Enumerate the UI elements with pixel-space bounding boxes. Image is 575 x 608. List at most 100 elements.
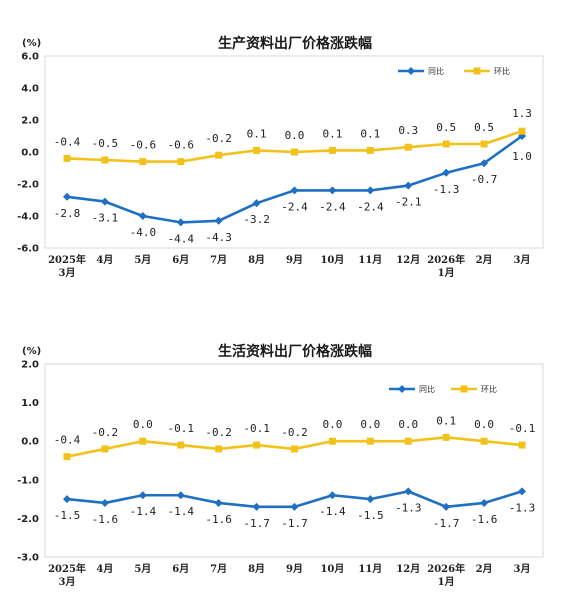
data-point-yoy (100, 498, 109, 507)
chart-title: 生产资料出厂价格涨跌幅 (218, 35, 372, 52)
data-label-yoy: -1.4 (319, 505, 346, 518)
data-label-mom: 0.1 (436, 414, 456, 427)
data-label-mom: 0.0 (474, 418, 494, 431)
data-point-mom (404, 437, 412, 445)
x-tick-label: 3月 (514, 254, 531, 266)
data-label-mom: 1.3 (512, 107, 532, 120)
data-label-yoy: -1.6 (92, 513, 119, 526)
x-tick-label: 3月 (514, 563, 531, 575)
data-label-mom: -0.1 (243, 422, 270, 435)
legend-label-mom: 环比 (481, 384, 497, 394)
data-label-yoy: -1.4 (130, 505, 157, 518)
data-label-mom: -0.6 (168, 139, 195, 152)
x-tick-label: 10月 (320, 563, 344, 575)
legend-marker-yoy (407, 67, 415, 75)
data-point-yoy (290, 186, 299, 195)
data-point-yoy (404, 181, 413, 190)
data-label-mom: -0.1 (509, 422, 536, 435)
data-label-yoy: -1.6 (205, 513, 232, 526)
data-point-mom (518, 127, 526, 135)
data-label-yoy: -4.3 (205, 231, 232, 244)
data-label-yoy: -1.4 (168, 505, 195, 518)
data-label-mom: 0.5 (474, 121, 494, 134)
data-point-yoy (100, 197, 109, 206)
y-unit-label: (%) (22, 346, 41, 357)
y-tick-label: -4.0 (17, 212, 39, 223)
legend: 同比 环比 (398, 66, 510, 76)
x-tick-label: 4月 (96, 254, 113, 266)
legend-marker-mom (460, 385, 468, 393)
data-point-mom (366, 437, 374, 445)
data-point-yoy (442, 502, 451, 511)
data-point-mom (404, 143, 412, 151)
y-tick-label: 6.0 (21, 52, 39, 63)
legend-marker-yoy (398, 385, 406, 393)
x-tick-label: 2025年 3月 (48, 253, 86, 279)
data-point-mom (63, 453, 71, 461)
data-label-mom: 0.1 (360, 127, 380, 140)
x-tick-label: 2025年 3月 (48, 562, 86, 588)
y-unit-label: (%) (22, 38, 41, 49)
data-point-mom (480, 140, 488, 148)
data-point-mom (291, 445, 298, 453)
x-tick-label: 2026年 1月 (427, 562, 465, 588)
y-tick-label: -6.0 (17, 244, 39, 255)
data-label-yoy: -1.5 (54, 509, 81, 522)
y-tick-label: -2.0 (17, 514, 39, 525)
x-tick-label: 8月 (248, 254, 265, 266)
data-label-mom: 0.3 (398, 124, 418, 137)
data-label-yoy: -3.1 (92, 212, 119, 225)
data-point-yoy (328, 186, 337, 195)
data-label-yoy: -1.3 (395, 501, 422, 514)
x-tick-label: 7月 (210, 254, 227, 266)
data-point-yoy (518, 487, 526, 496)
data-label-yoy: -1.3 (509, 501, 536, 514)
data-point-mom (215, 445, 223, 453)
data-point-mom (101, 156, 109, 164)
data-point-mom (328, 146, 336, 154)
data-point-mom (101, 445, 109, 453)
data-label-yoy: -2.4 (281, 200, 308, 213)
data-label-yoy: -1.7 (433, 517, 460, 530)
data-point-mom (215, 151, 223, 159)
data-point-yoy (176, 491, 185, 500)
data-label-mom: -0.4 (54, 434, 81, 447)
chart-consumer-goods-svg: 生活资料出厂价格涨跌幅 (%) 2.0 1.0 0.0 -1.0 -2.0 -3.0 202… (17, 343, 544, 588)
data-label-yoy: -1.7 (243, 517, 270, 530)
data-point-mom (139, 437, 147, 445)
data-point-mom (480, 437, 488, 445)
data-point-yoy (138, 491, 147, 500)
x-tick-label: 12月 (396, 563, 420, 575)
data-point-mom (328, 437, 336, 445)
data-point-yoy (252, 502, 261, 511)
data-label-yoy: -1.5 (357, 509, 384, 522)
x-tick-label: 9月 (286, 563, 303, 575)
x-tick-label: 11月 (358, 254, 382, 266)
data-label-mom: -0.5 (92, 137, 119, 150)
data-point-yoy (252, 199, 261, 208)
data-label-yoy: -1.6 (471, 513, 498, 526)
data-label-mom: -0.2 (281, 426, 308, 439)
data-label-mom: -0.2 (205, 132, 232, 145)
x-tick-label: 7月 (210, 563, 227, 575)
y-tick-label: 2.0 (21, 360, 39, 371)
data-point-yoy (214, 216, 223, 225)
y-tick-label: 0.0 (21, 437, 39, 448)
data-point-yoy (328, 491, 337, 500)
y-tick-label: 0.0 (21, 148, 39, 159)
data-point-yoy (366, 186, 375, 195)
data-label-yoy: -4.0 (130, 226, 157, 239)
x-tick-label: 9月 (286, 254, 303, 266)
y-tick-label: 4.0 (21, 84, 39, 95)
data-point-mom (291, 148, 298, 156)
data-point-mom (442, 140, 450, 148)
x-tick-label: 8月 (248, 563, 265, 575)
y-tick-label: -2.0 (17, 180, 39, 191)
x-tick-label: 10月 (320, 254, 344, 266)
data-point-mom (253, 441, 261, 449)
x-tick-label: 11月 (358, 563, 382, 575)
data-label-yoy: -2.4 (357, 200, 384, 213)
y-tick-label: -1.0 (17, 475, 39, 486)
data-point-mom (139, 158, 147, 166)
data-point-yoy (63, 192, 71, 201)
